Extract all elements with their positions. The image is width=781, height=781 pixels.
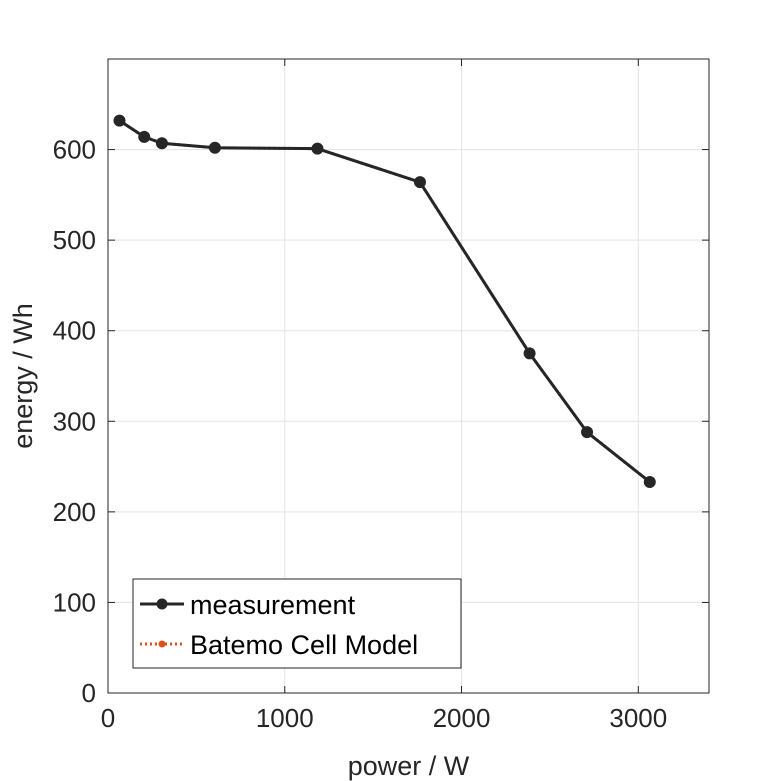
legend-marker (158, 640, 166, 648)
series-1 (115, 116, 654, 486)
y-tick-label: 200 (53, 497, 96, 527)
data-point (113, 114, 126, 127)
y-tick-label: 0 (82, 678, 96, 708)
legend-label: Batemo Cell Model (190, 630, 418, 660)
data-point (155, 137, 168, 150)
x-tick-label: 2000 (433, 703, 491, 733)
x-tick-label: 3000 (609, 703, 667, 733)
x-tick-label: 1000 (256, 703, 314, 733)
y-tick-label: 500 (53, 225, 96, 255)
series-line (118, 119, 651, 484)
legend: measurement Batemo Cell Model (132, 578, 462, 669)
x-tick-label: 0 (101, 703, 115, 733)
data-point (413, 176, 426, 189)
plot-area (107, 58, 710, 694)
y-axis-label: energy / Wh (8, 303, 38, 449)
y-tick-label: 100 (53, 587, 96, 617)
legend-item: Batemo Cell Model (140, 630, 418, 660)
data-point (581, 426, 594, 439)
data-point (138, 130, 151, 143)
y-tick-label: 400 (53, 316, 96, 346)
series-line (118, 119, 651, 484)
data-point (643, 475, 656, 488)
series-0 (113, 114, 656, 488)
series-layer (113, 114, 656, 488)
legend-marker (156, 598, 168, 610)
data-point (311, 142, 324, 155)
legend-label: measurement (190, 590, 356, 620)
legend-item: measurement (140, 590, 356, 620)
axis-ticks: 0 1000 2000 3000 0 100 200 300 400 500 600 (53, 59, 709, 733)
x-axis-label: power / W (348, 751, 470, 781)
y-tick-label: 600 (53, 135, 96, 165)
data-point (208, 141, 221, 154)
data-point (523, 347, 536, 360)
legend-box (132, 578, 462, 669)
y-tick-label: 300 (53, 406, 96, 436)
